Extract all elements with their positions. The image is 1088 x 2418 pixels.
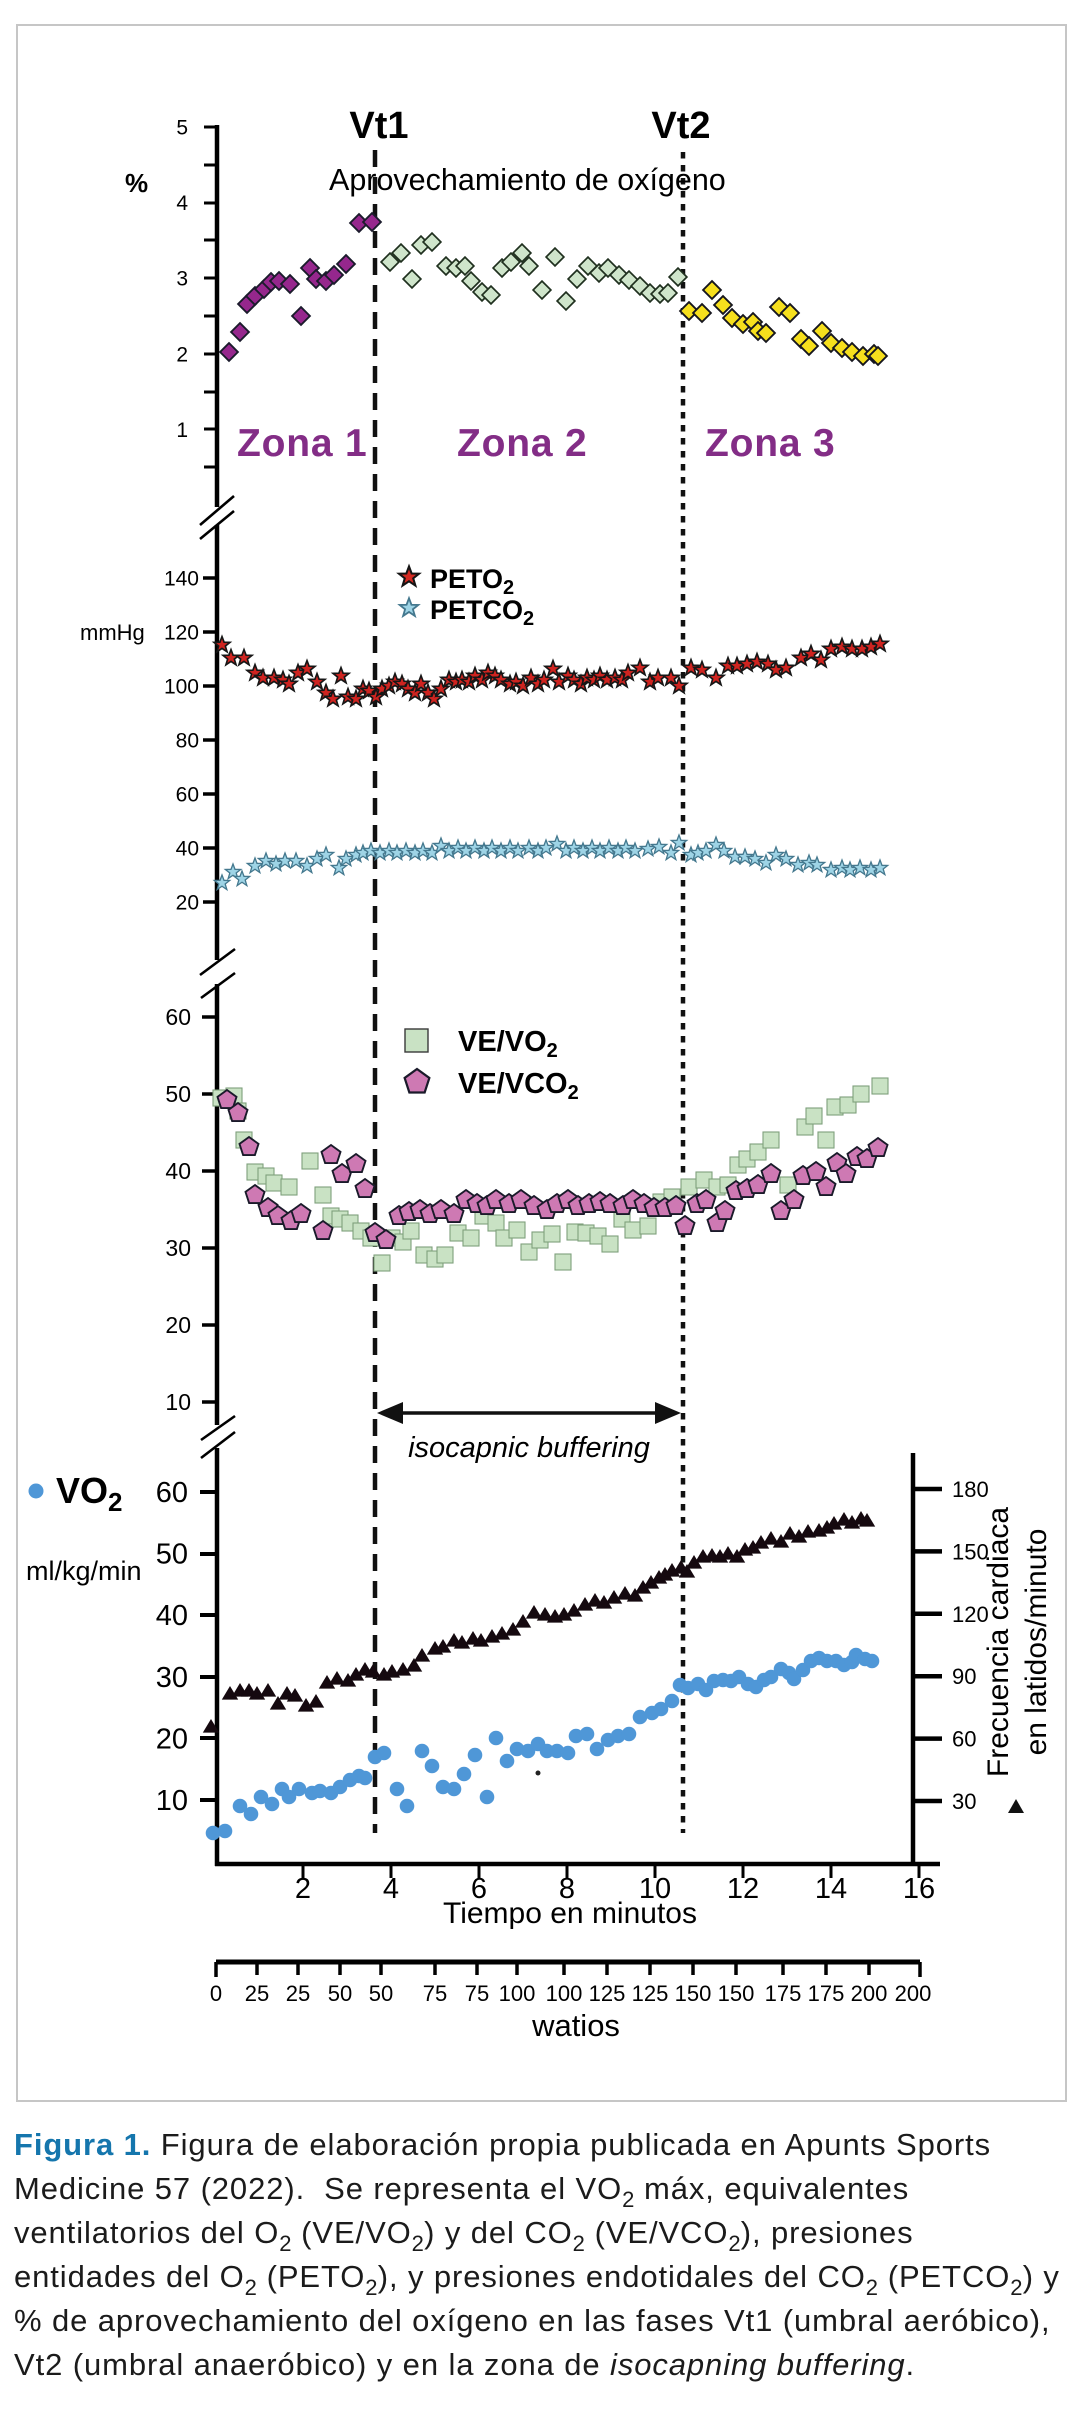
svg-text:6: 6 [471, 1873, 487, 1905]
svg-text:140: 140 [164, 568, 199, 591]
svg-text:2: 2 [295, 1873, 311, 1905]
svg-text:PETO2: PETO2 [430, 564, 514, 599]
svg-text:175: 175 [808, 1981, 845, 2006]
svg-text:10: 10 [639, 1873, 671, 1905]
svg-text:125: 125 [632, 1981, 669, 2006]
svg-text:VE/VCO2: VE/VCO2 [458, 1068, 579, 1104]
svg-text:175: 175 [765, 1981, 802, 2006]
svg-text:20: 20 [156, 1723, 188, 1755]
svg-text:60: 60 [165, 1004, 191, 1030]
svg-text:25: 25 [286, 1981, 310, 2006]
svg-text:200: 200 [851, 1981, 888, 2006]
svg-text:30: 30 [165, 1235, 191, 1261]
svg-text:1: 1 [176, 419, 188, 442]
svg-text:100: 100 [546, 1981, 583, 2006]
svg-text:%: % [125, 168, 148, 198]
svg-text:75: 75 [465, 1981, 489, 2006]
svg-text:150: 150 [718, 1981, 755, 2006]
svg-text:Tiempo en minutos: Tiempo en minutos [443, 1897, 697, 1930]
svg-text:30: 30 [156, 1662, 188, 1694]
svg-text:Zona 2: Zona 2 [457, 422, 587, 465]
svg-text:4: 4 [176, 192, 188, 215]
svg-text:50: 50 [156, 1539, 188, 1571]
svg-text:150: 150 [952, 1539, 989, 1564]
svg-text:10: 10 [156, 1785, 188, 1817]
svg-text:40: 40 [165, 1158, 191, 1184]
svg-text:200: 200 [895, 1981, 932, 2006]
svg-text:Aprovechamiento de oxígeno: Aprovechamiento de oxígeno [329, 163, 726, 197]
svg-text:180: 180 [952, 1477, 989, 1502]
svg-text:Vt1: Vt1 [349, 105, 408, 147]
svg-text:20: 20 [165, 1312, 191, 1338]
svg-text:12: 12 [727, 1873, 759, 1905]
svg-text:5: 5 [176, 117, 188, 140]
svg-text:30: 30 [952, 1789, 976, 1814]
svg-text:25: 25 [245, 1981, 269, 2006]
svg-text:75: 75 [423, 1981, 447, 2006]
svg-text:50: 50 [369, 1981, 393, 2006]
svg-text:isocapnic buffering: isocapnic buffering [408, 1432, 650, 1464]
svg-text:16: 16 [903, 1873, 935, 1905]
svg-text:VO2: VO2 [56, 1470, 122, 1517]
svg-text:80: 80 [176, 730, 199, 753]
svg-text:10: 10 [165, 1389, 191, 1415]
svg-text:120: 120 [164, 622, 199, 645]
svg-text:60: 60 [156, 1477, 188, 1509]
svg-text:Zona 3: Zona 3 [705, 422, 835, 465]
svg-text:PETCO2: PETCO2 [430, 595, 534, 630]
svg-text:2: 2 [176, 343, 188, 366]
svg-text:Vt2: Vt2 [651, 105, 710, 147]
svg-text:100: 100 [164, 676, 199, 699]
svg-text:4: 4 [383, 1873, 399, 1905]
svg-text:Frecuencia cardiaca: Frecuencia cardiaca [982, 1507, 1015, 1777]
svg-text:40: 40 [176, 838, 199, 861]
svg-text:60: 60 [952, 1727, 976, 1752]
svg-text:mmHg: mmHg [80, 620, 145, 645]
svg-text:en latidos/minuto: en latidos/minuto [1020, 1529, 1053, 1756]
svg-text:0: 0 [210, 1981, 222, 2006]
svg-text:150: 150 [675, 1981, 712, 2006]
svg-text:Zona 1: Zona 1 [237, 422, 367, 465]
svg-text:14: 14 [815, 1873, 847, 1905]
svg-text:120: 120 [952, 1602, 989, 1627]
svg-text:8: 8 [559, 1873, 575, 1905]
svg-text:VE/VO2: VE/VO2 [458, 1026, 558, 1062]
svg-text:90: 90 [952, 1664, 976, 1689]
svg-text:ml/kg/min: ml/kg/min [26, 1556, 142, 1586]
svg-text:50: 50 [165, 1081, 191, 1107]
svg-text:3: 3 [176, 268, 188, 291]
svg-text:20: 20 [176, 892, 199, 915]
svg-text:60: 60 [176, 784, 199, 807]
svg-text:100: 100 [499, 1981, 536, 2006]
svg-text:watios: watios [531, 2008, 620, 2043]
svg-text:125: 125 [589, 1981, 626, 2006]
svg-text:50: 50 [328, 1981, 352, 2006]
svg-text:40: 40 [156, 1600, 188, 1632]
